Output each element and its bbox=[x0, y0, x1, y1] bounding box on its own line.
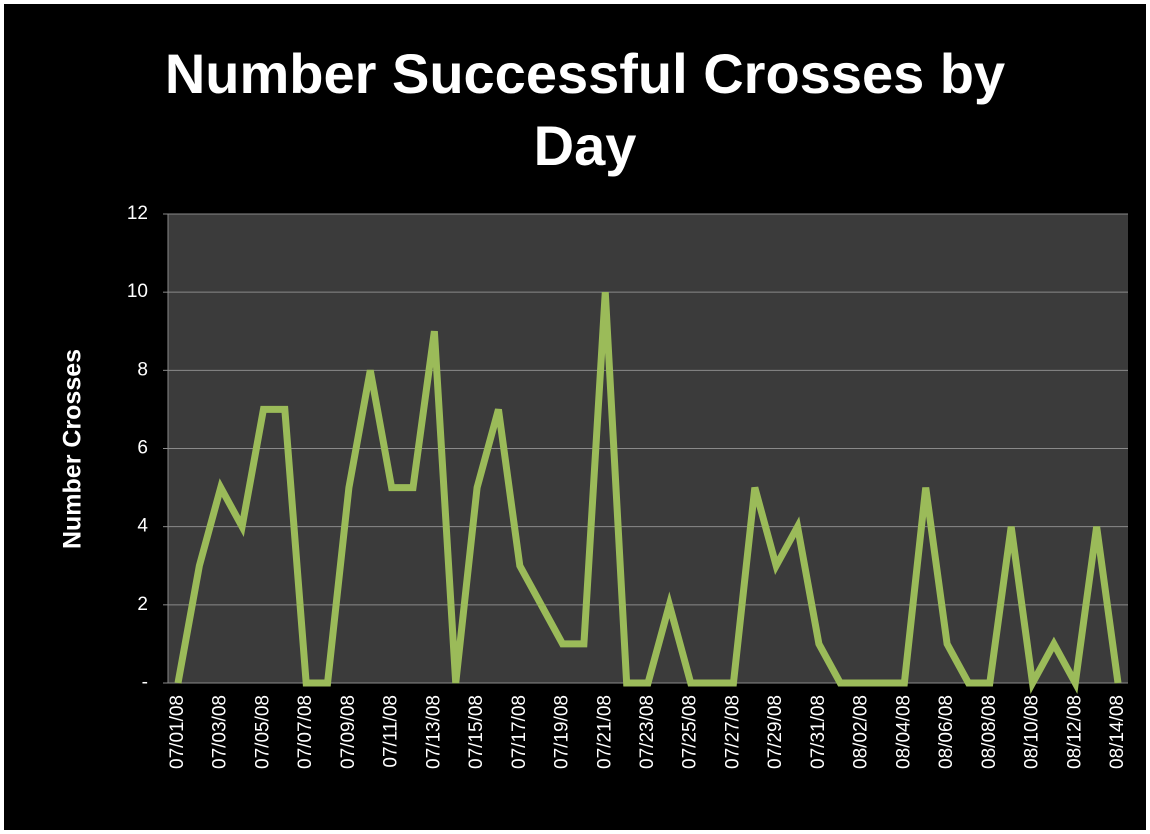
x-tick-label: 07/29/08 bbox=[765, 695, 786, 769]
x-tick-label: 08/08/08 bbox=[979, 695, 1000, 769]
x-tick-label: 07/09/08 bbox=[338, 695, 359, 769]
y-tick-label: 10 bbox=[127, 281, 148, 302]
x-tick-label: 07/01/08 bbox=[167, 695, 188, 769]
x-tick-label: 07/13/08 bbox=[423, 695, 444, 769]
x-tick-label: 08/12/08 bbox=[1064, 695, 1085, 769]
x-tick-label: 07/25/08 bbox=[680, 695, 701, 769]
x-tick-label: 07/19/08 bbox=[552, 695, 573, 769]
x-tick-label: 08/14/08 bbox=[1107, 695, 1128, 769]
y-tick-label: - bbox=[142, 672, 148, 693]
x-tick-label: 07/05/08 bbox=[252, 695, 273, 769]
x-tick-label: 07/07/08 bbox=[295, 695, 316, 769]
x-tick-label: 07/11/08 bbox=[381, 695, 402, 768]
x-tick-label: 07/31/08 bbox=[808, 695, 829, 769]
x-tick-label: 07/21/08 bbox=[594, 695, 615, 769]
x-tick-label: 07/17/08 bbox=[509, 695, 530, 769]
x-tick-label: 08/06/08 bbox=[936, 695, 957, 769]
x-tick-label: 08/10/08 bbox=[1022, 695, 1043, 769]
x-tick-label: 07/23/08 bbox=[637, 695, 658, 769]
y-tick-label: 8 bbox=[137, 359, 148, 380]
y-tick-label: 12 bbox=[127, 203, 148, 224]
y-tick-label: 2 bbox=[137, 594, 148, 615]
x-tick-label: 07/15/08 bbox=[466, 695, 487, 769]
line-series bbox=[174, 291, 1122, 695]
y-tick-label: 6 bbox=[137, 438, 148, 459]
x-tick-label: 07/27/08 bbox=[722, 695, 743, 769]
y-tick-label: 4 bbox=[137, 516, 148, 537]
x-tick-label: 08/04/08 bbox=[893, 695, 914, 769]
x-tick-label: 08/02/08 bbox=[851, 695, 872, 769]
x-tick-label: 07/03/08 bbox=[210, 695, 231, 769]
y-axis-label: Number Crosses bbox=[59, 349, 87, 549]
chart-title: Number Successful Crosses by Day bbox=[164, 42, 1006, 177]
